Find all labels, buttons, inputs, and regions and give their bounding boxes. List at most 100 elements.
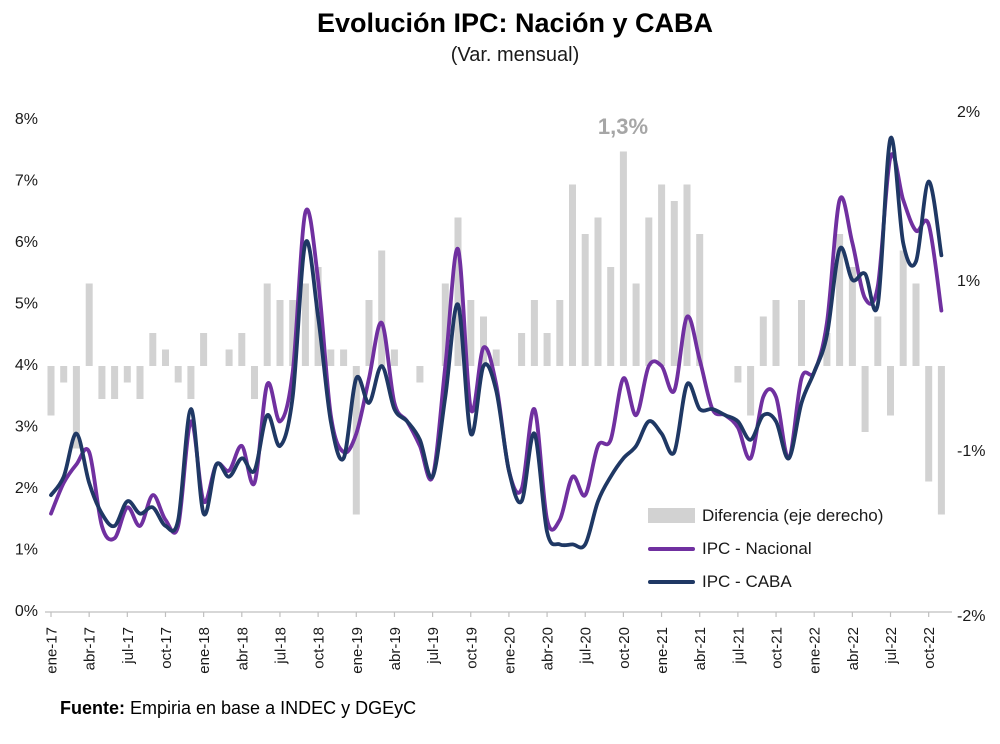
diff-bar bbox=[798, 300, 805, 366]
diff-bar bbox=[327, 349, 335, 366]
x-tick-label: abr-19 bbox=[387, 627, 404, 670]
diff-bar bbox=[480, 316, 487, 366]
diff-bar bbox=[378, 250, 386, 366]
right-axis-tick-label: 2% bbox=[957, 104, 980, 121]
diff-bar bbox=[454, 217, 462, 366]
diff-bar bbox=[441, 283, 449, 366]
diff-bar bbox=[47, 366, 55, 416]
right-axis-tick-label: -2% bbox=[957, 608, 985, 625]
x-tick-label: oct-22 bbox=[921, 627, 938, 669]
right-axis-tick-label: -1% bbox=[957, 443, 985, 460]
x-tick-label: ene-21 bbox=[654, 627, 671, 674]
diff-bar bbox=[569, 184, 576, 366]
diff-bar bbox=[390, 349, 398, 366]
diff-bar bbox=[123, 366, 131, 383]
diff-bar bbox=[887, 366, 894, 416]
diff-bar bbox=[683, 184, 691, 366]
diff-bar bbox=[111, 366, 119, 399]
diff-bar bbox=[772, 300, 780, 366]
left-axis-tick-label: 5% bbox=[15, 296, 38, 313]
diff-bar bbox=[251, 366, 258, 399]
x-tick-label: oct-18 bbox=[311, 627, 328, 669]
diff-bar bbox=[416, 366, 424, 383]
left-axis-tick-label: 8% bbox=[15, 111, 38, 128]
diferencia-swatch-icon bbox=[648, 508, 695, 523]
diff-bar bbox=[530, 300, 538, 366]
diff-bar bbox=[632, 283, 640, 366]
x-tick-label: oct-19 bbox=[463, 627, 480, 669]
diff-bar bbox=[136, 366, 144, 399]
x-tick-label: jul-18 bbox=[272, 627, 289, 665]
legend: Diferencia (eje derecho) IPC - Nacional … bbox=[648, 499, 883, 598]
diff-bar bbox=[899, 250, 907, 366]
diff-bar bbox=[861, 366, 869, 432]
legend-label: IPC - CABA bbox=[702, 571, 792, 591]
chart-title: Evolución IPC: Nación y CABA bbox=[316, 8, 714, 38]
nacional-line bbox=[49, 152, 944, 542]
diff-bar bbox=[556, 300, 564, 366]
diff-bar bbox=[836, 234, 844, 366]
x-tick-label: ene-19 bbox=[349, 627, 366, 674]
legend-item-caba: IPC - CABA bbox=[648, 565, 883, 598]
diff-bar bbox=[925, 366, 933, 482]
diff-bar bbox=[874, 316, 882, 366]
x-tick-label: abr-18 bbox=[234, 627, 251, 670]
diff-bar bbox=[747, 366, 755, 416]
diff-bar bbox=[937, 366, 945, 515]
diff-bar bbox=[238, 333, 246, 366]
nacional-line-swatch-icon bbox=[648, 546, 695, 551]
diff-bar bbox=[301, 283, 309, 366]
x-tick-label: abr-20 bbox=[540, 627, 557, 670]
diff-bar bbox=[365, 300, 373, 366]
diff-bar bbox=[98, 366, 106, 399]
diff-bar bbox=[670, 201, 678, 366]
diff-bar bbox=[543, 333, 551, 366]
diff-bar bbox=[658, 184, 666, 366]
left-axis-tick-label: 1% bbox=[15, 542, 38, 559]
diff-bar bbox=[162, 349, 169, 366]
x-tick-label: oct-17 bbox=[158, 627, 175, 669]
diff-bar bbox=[619, 151, 627, 366]
source-text: Empiria en base a INDEC y DGEyC bbox=[125, 698, 417, 718]
left-axis-tick-label: 6% bbox=[15, 234, 38, 251]
diff-bar bbox=[734, 366, 742, 383]
diff-bar bbox=[85, 283, 93, 366]
right-axis-tick-label: 1% bbox=[957, 273, 980, 290]
diff-bar bbox=[200, 333, 208, 366]
x-tick-label: abr-22 bbox=[845, 627, 862, 670]
x-tick-label: jul-20 bbox=[578, 627, 595, 665]
x-tick-label: jul-22 bbox=[883, 627, 900, 665]
diff-bar bbox=[187, 366, 195, 399]
legend-label: IPC - Nacional bbox=[702, 538, 812, 558]
diff-bar bbox=[607, 267, 615, 366]
x-tick-label: jul-21 bbox=[730, 627, 747, 665]
legend-label: Diferencia (eje derecho) bbox=[702, 505, 884, 525]
x-tick-label: oct-20 bbox=[616, 627, 633, 669]
diff-bar bbox=[518, 333, 526, 366]
source-label: Fuente: bbox=[60, 698, 125, 718]
left-axis-tick-label: 3% bbox=[15, 419, 38, 436]
left-axis-tick-label: 7% bbox=[15, 173, 38, 190]
legend-item-nacional: IPC - Nacional bbox=[648, 532, 883, 565]
diff-bar bbox=[225, 349, 233, 366]
left-axis-tick-label: 2% bbox=[15, 480, 38, 497]
x-tick-label: ene-18 bbox=[196, 627, 213, 674]
left-axis-tick-label: 4% bbox=[15, 357, 38, 374]
diff-bar bbox=[467, 300, 475, 366]
x-tick-label: oct-21 bbox=[769, 627, 786, 669]
x-tick-label: abr-21 bbox=[692, 627, 709, 670]
chart-subtitle: (Var. mensual) bbox=[450, 44, 580, 66]
x-tick-label: ene-22 bbox=[807, 627, 824, 674]
left-axis-tick-label: 0% bbox=[15, 603, 38, 620]
x-tick-label: abr-17 bbox=[82, 627, 99, 670]
diff-bar bbox=[352, 366, 360, 515]
x-tick-label: ene-20 bbox=[501, 627, 518, 674]
diff-bar bbox=[60, 366, 68, 383]
diff-bar bbox=[912, 283, 920, 366]
diff-bar bbox=[823, 333, 831, 366]
x-tick-label: ene-17 bbox=[44, 627, 61, 674]
diff-bar bbox=[340, 349, 348, 366]
diff-bar bbox=[696, 234, 704, 366]
